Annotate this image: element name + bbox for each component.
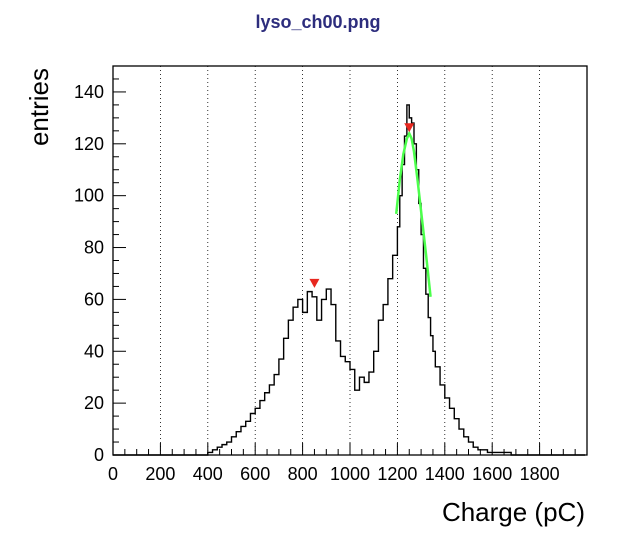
peak-markers xyxy=(309,123,415,288)
y-tick-label-20: 20 xyxy=(84,393,104,413)
histogram-line xyxy=(113,104,585,456)
y-tick-label-40: 40 xyxy=(84,341,104,361)
x-tick-label-600: 600 xyxy=(240,464,270,484)
x-tick-label-800: 800 xyxy=(288,464,318,484)
fit-curve xyxy=(394,130,432,297)
chart-title: lyso_ch00.png xyxy=(255,12,380,32)
y-tick-label-80: 80 xyxy=(84,238,104,258)
y-axis-title: entries xyxy=(24,68,54,146)
y-tick-label-0: 0 xyxy=(94,445,104,465)
peak-marker-1 xyxy=(309,278,320,288)
x-tick-label-1400: 1400 xyxy=(425,464,465,484)
grid xyxy=(159,66,540,455)
y-tick-label-120: 120 xyxy=(74,134,104,154)
x-tick-label-1000: 1000 xyxy=(330,464,370,484)
x-tick-label-1800: 1800 xyxy=(520,464,560,484)
peak-marker-2 xyxy=(404,123,415,133)
plot-frame xyxy=(112,65,588,456)
axes: 0 200 400 600 800 1000 1200 1400 1600 1800 0 20 40 60… xyxy=(74,65,576,484)
x-tick-label-0: 0 xyxy=(108,464,118,484)
y-tick-label-60: 60 xyxy=(84,289,104,309)
y-tick-label-140: 140 xyxy=(74,82,104,102)
x-tick-label-200: 200 xyxy=(145,464,175,484)
x-tick-label-1200: 1200 xyxy=(377,464,417,484)
gaussian-fit-line xyxy=(394,130,432,297)
x-axis-title: Charge (pC) xyxy=(442,497,585,527)
y-tick-label-100: 100 xyxy=(74,186,104,206)
x-tick-label-1600: 1600 xyxy=(472,464,512,484)
x-tick-label-400: 400 xyxy=(193,464,223,484)
histogram xyxy=(113,104,585,456)
